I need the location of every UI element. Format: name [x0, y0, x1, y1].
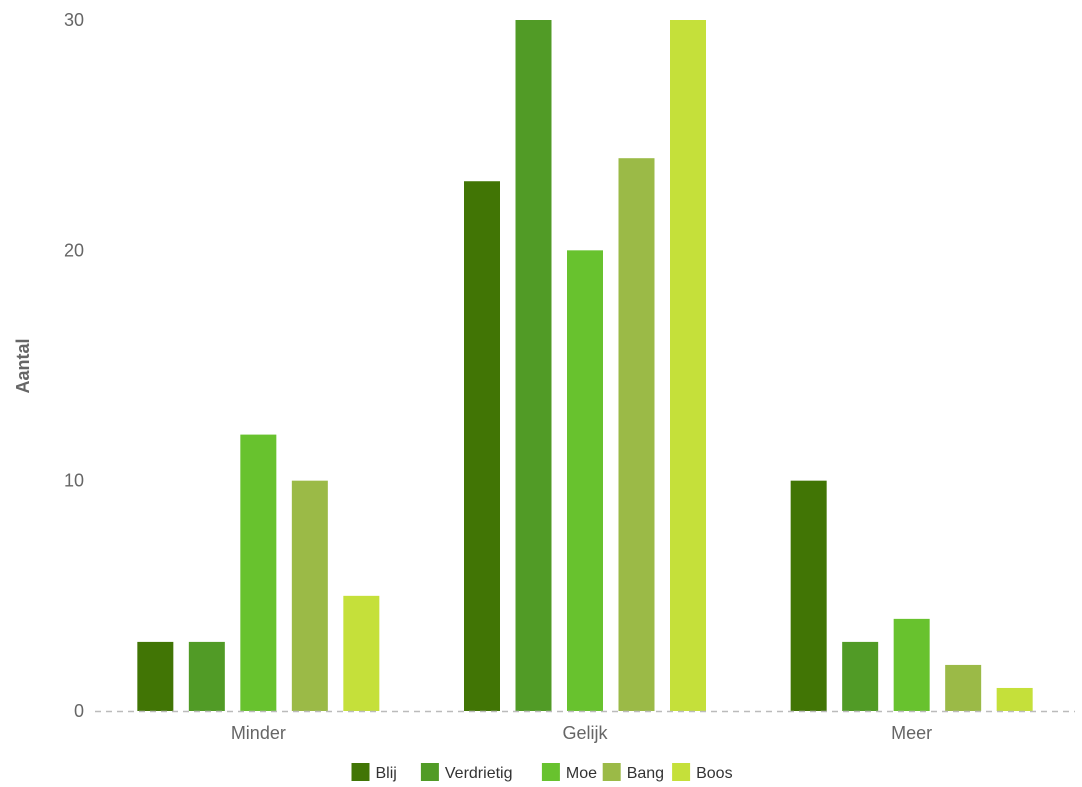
y-tick-label: 10 — [64, 471, 84, 491]
legend: Blij Verdrietig Moe Bang Boos — [351, 763, 733, 782]
legend-item-bang[interactable]: Bang — [602, 763, 664, 782]
y-axis-ticks: 0 10 20 30 — [64, 10, 84, 721]
y-tick-label: 0 — [74, 701, 84, 721]
legend-swatch — [420, 763, 439, 781]
legend-item-moe[interactable]: Moe — [541, 763, 597, 782]
bar-blij-meer — [790, 480, 827, 711]
bar-verdrietig-meer — [842, 641, 879, 711]
bar-boos-gelijk — [670, 20, 706, 711]
legend-item-verdrietig[interactable]: Verdrietig — [420, 763, 513, 782]
legend-swatch — [351, 763, 370, 781]
legend-label: Verdrietig — [445, 765, 513, 782]
bar-bang-meer — [945, 664, 982, 711]
y-tick-label: 20 — [64, 240, 84, 260]
y-tick-label: 30 — [64, 10, 84, 30]
y-axis-title: Aantal — [13, 338, 33, 393]
bar-verdrietig-gelijk — [515, 20, 552, 711]
x-tick-label: Gelijk — [562, 723, 608, 743]
x-tick-label: Minder — [231, 723, 286, 743]
bar-moe-meer — [893, 618, 930, 711]
bars — [137, 20, 1033, 712]
legend-item-blij[interactable]: Blij — [351, 763, 397, 782]
bar-moe-minder — [240, 434, 277, 711]
bar-verdrietig-minder — [188, 641, 225, 711]
legend-label: Boos — [696, 765, 732, 782]
bar-moe-gelijk — [567, 250, 603, 712]
x-axis-labels: Minder Gelijk Meer — [231, 723, 932, 743]
legend-label: Bang — [627, 765, 664, 782]
bar-boos-minder — [343, 595, 380, 711]
bar-bang-gelijk — [618, 158, 655, 711]
legend-label: Moe — [566, 765, 597, 782]
legend-label: Blij — [376, 765, 397, 782]
x-tick-label: Meer — [891, 723, 932, 743]
legend-item-boos[interactable]: Boos — [672, 763, 733, 782]
legend-swatch — [541, 763, 560, 781]
legend-swatch — [602, 763, 621, 781]
bar-blij-minder — [137, 641, 174, 711]
bar-boos-meer — [996, 687, 1033, 711]
bar-bang-minder — [291, 480, 328, 711]
bar-blij-gelijk — [464, 181, 500, 711]
legend-swatch — [672, 763, 691, 781]
